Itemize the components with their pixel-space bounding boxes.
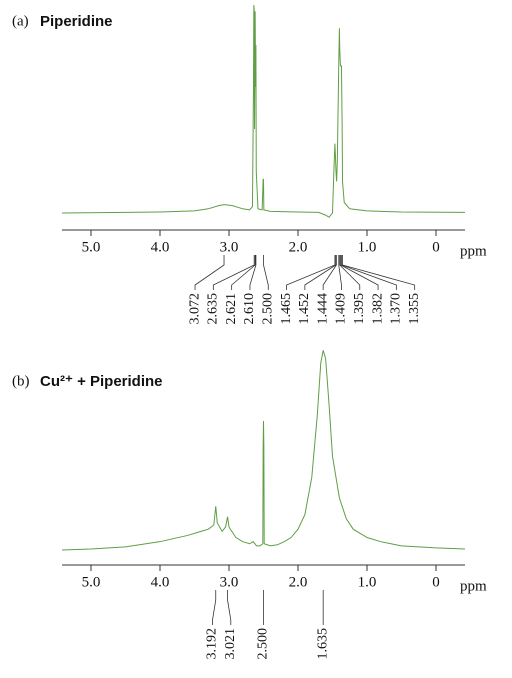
peak-pointer — [263, 255, 269, 290]
peak-label: 3.072 — [187, 293, 202, 325]
x-tick-label: 2.0 — [289, 239, 308, 255]
x-tick-label: 3.0 — [220, 574, 239, 590]
peak-label: 3.021 — [223, 628, 238, 660]
x-tick-label: 1.0 — [358, 239, 377, 255]
peak-label: 1.465 — [279, 293, 294, 325]
peak-label: 1.382 — [370, 293, 385, 325]
peak-pointer — [212, 255, 255, 290]
peak-label: 1.444 — [315, 293, 330, 325]
peak-label: 2.500 — [256, 628, 271, 660]
x-tick-label: 2.0 — [289, 574, 308, 590]
peak-label: 1.395 — [352, 293, 367, 325]
peak-label: 3.192 — [205, 628, 220, 660]
spectrum-line — [61, 350, 466, 551]
peak-pointer — [227, 590, 232, 625]
peak-label: 1.355 — [407, 293, 422, 325]
panel-label: (b) — [12, 373, 30, 389]
peak-pointer — [339, 255, 361, 290]
peak-label: 2.500 — [260, 293, 275, 325]
peak-label: 2.635 — [206, 293, 221, 325]
peak-pointer — [340, 255, 379, 290]
peak-pointer — [194, 255, 225, 290]
x-tick-label: 5.0 — [82, 239, 101, 255]
peak-label: 1.635 — [315, 628, 330, 660]
peak-label: 2.610 — [242, 293, 257, 325]
peak-pointer — [212, 590, 217, 625]
x-tick-label: 1.0 — [358, 574, 377, 590]
peak-label: 2.621 — [224, 293, 239, 325]
x-tick-label: 5.0 — [82, 574, 101, 590]
peak-pointer — [342, 255, 416, 290]
chart-title: Piperidine — [40, 13, 113, 30]
peak-label: 1.370 — [389, 293, 404, 325]
peak-pointer — [341, 255, 397, 290]
peak-pointer — [304, 255, 337, 290]
peak-pointer — [249, 255, 257, 290]
x-tick-label: 3.0 — [220, 239, 239, 255]
panel-label: (a) — [12, 13, 29, 29]
peak-pointer — [338, 255, 342, 290]
x-tick-label: 0 — [432, 239, 440, 255]
x-tick-label: 0 — [432, 574, 440, 590]
x-tick-label: 4.0 — [151, 574, 170, 590]
peak-label: 1.452 — [297, 293, 312, 325]
peak-label: 1.409 — [334, 293, 349, 325]
peak-pointer — [322, 255, 337, 290]
spectrum-line — [61, 5, 466, 218]
peak-pointer — [286, 255, 336, 290]
x-axis-label: ppm — [460, 578, 487, 594]
peak-pointer — [231, 255, 256, 290]
x-tick-label: 4.0 — [151, 239, 170, 255]
chart-title: Cu²⁺ + Piperidine — [40, 373, 163, 390]
x-axis-label: ppm — [460, 243, 487, 259]
